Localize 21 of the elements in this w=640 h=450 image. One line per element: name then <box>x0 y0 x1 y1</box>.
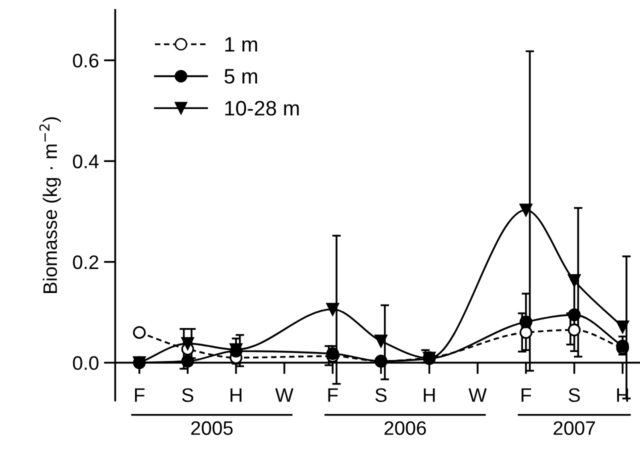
x-tick-label: W <box>468 388 487 402</box>
x-tick-label: W <box>275 388 294 402</box>
x-tick-label: F <box>135 388 145 402</box>
x-tick-label: S <box>568 388 580 402</box>
x-tick-label: H <box>230 388 242 402</box>
x-tick-label: F <box>522 388 532 402</box>
y-tick-label: 0.0 <box>72 356 98 370</box>
x-tick-label: F <box>328 388 338 402</box>
legend-label: 10-28 m <box>225 100 299 116</box>
y-tick-label: 0.6 <box>72 54 98 68</box>
x-tick-label: H <box>424 388 435 402</box>
text: 2007 <box>554 421 595 435</box>
text: 2006 <box>384 421 426 435</box>
x-tick-label: S <box>182 388 194 402</box>
text: 2005 <box>191 421 233 435</box>
legend-label: 1 m <box>225 37 258 52</box>
x-tick-label: S <box>375 388 387 402</box>
y-axis-title: Biomasse (kg · m$^{−2}$) <box>39 117 61 293</box>
y-tick-label: 0.2 <box>72 255 98 270</box>
y-tick-label: 0.4 <box>72 154 99 168</box>
legend-label: 5 m <box>224 69 258 84</box>
